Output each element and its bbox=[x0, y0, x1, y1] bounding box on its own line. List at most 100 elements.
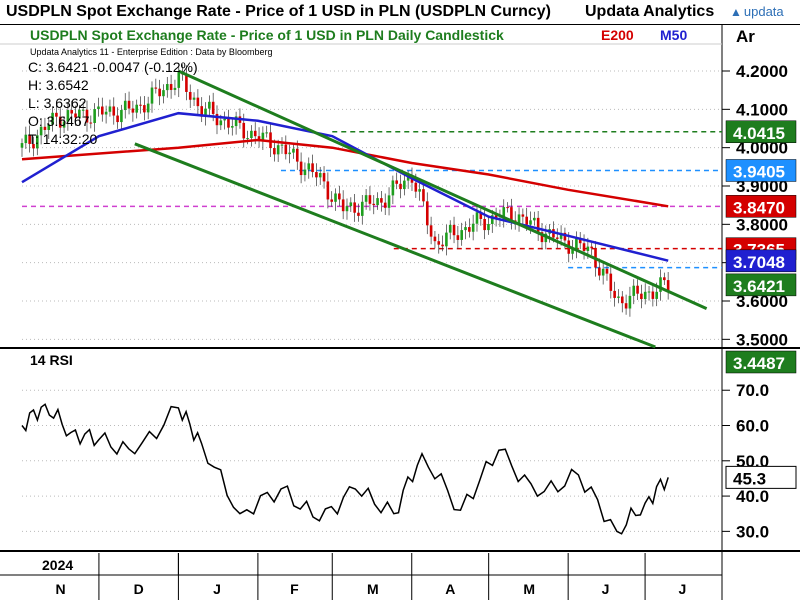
candle-body bbox=[663, 277, 666, 281]
candle-body bbox=[123, 100, 127, 111]
candle-body bbox=[85, 109, 89, 123]
candle-body bbox=[582, 243, 586, 251]
candle-body bbox=[276, 145, 280, 155]
candle-body bbox=[536, 217, 540, 233]
candle-body bbox=[154, 87, 158, 89]
candle-body bbox=[28, 134, 31, 144]
candle-body bbox=[162, 90, 165, 97]
candle-body bbox=[521, 214, 525, 217]
candle-body bbox=[158, 88, 161, 97]
candle-body bbox=[204, 108, 207, 117]
candle-body bbox=[341, 199, 345, 212]
candle-body bbox=[253, 130, 257, 137]
month-label: J bbox=[602, 581, 610, 597]
brand-name: Updata Analytics bbox=[585, 3, 715, 20]
month-label: J bbox=[679, 581, 687, 597]
candle-body bbox=[506, 207, 509, 209]
candle-body bbox=[185, 74, 188, 92]
candle-body bbox=[47, 124, 51, 130]
candle-body bbox=[97, 106, 100, 110]
candle-body bbox=[441, 244, 444, 247]
price-tag bbox=[725, 350, 797, 374]
candle-body bbox=[575, 238, 578, 250]
rsi-current-label: 45.3 bbox=[733, 469, 766, 488]
candle-body bbox=[464, 227, 467, 231]
candle-body bbox=[399, 183, 402, 190]
legend-m50: M50 bbox=[660, 27, 687, 43]
candle-body bbox=[643, 291, 647, 300]
candle-body bbox=[169, 84, 173, 90]
series-e200-line bbox=[21, 138, 669, 208]
candle-body bbox=[32, 143, 35, 149]
candle-body bbox=[143, 105, 146, 113]
month-label: F bbox=[290, 581, 299, 597]
candle-body bbox=[219, 120, 223, 126]
price-tag-label: 4.0415 bbox=[733, 124, 785, 143]
candle-body bbox=[215, 113, 219, 126]
candle-body bbox=[234, 116, 238, 127]
candle-body bbox=[127, 100, 131, 109]
candle-body bbox=[483, 218, 486, 231]
candle-body bbox=[387, 195, 391, 208]
candle-body bbox=[292, 148, 295, 153]
price-tag bbox=[725, 249, 797, 273]
candle-body bbox=[108, 106, 112, 112]
candle-body bbox=[104, 111, 108, 115]
candle-body bbox=[74, 113, 77, 118]
candle-body bbox=[425, 201, 429, 226]
candle-body bbox=[135, 104, 139, 113]
candle-body bbox=[93, 109, 96, 124]
candle-body bbox=[647, 291, 651, 293]
candle-body bbox=[315, 172, 318, 178]
price-tick-label: 3.9000 bbox=[736, 177, 788, 196]
candle-body bbox=[632, 285, 636, 296]
candle-body bbox=[173, 87, 177, 90]
candle-body bbox=[318, 173, 322, 178]
candle-body bbox=[70, 110, 74, 114]
candle-body bbox=[422, 189, 425, 202]
candle-body bbox=[265, 132, 268, 134]
candle-body bbox=[487, 223, 490, 231]
candle-body bbox=[360, 201, 364, 216]
candle-body bbox=[120, 110, 123, 123]
month-label: J bbox=[213, 581, 221, 597]
candle-body bbox=[62, 121, 66, 128]
price-tick-label: 4.0000 bbox=[736, 139, 788, 158]
candle-body bbox=[395, 180, 398, 184]
candle-body bbox=[357, 212, 360, 216]
candle-body bbox=[529, 220, 532, 225]
candle-body bbox=[208, 101, 211, 109]
chart-title: USDPLN Spot Exchange Rate - Price of 1 U… bbox=[6, 3, 551, 20]
candle-body bbox=[299, 161, 303, 176]
ohlc-readout-line: O: 3.6467 bbox=[28, 113, 90, 129]
axis-unit-label: Ar bbox=[736, 27, 755, 46]
candle-body bbox=[223, 118, 226, 121]
candle-body bbox=[66, 110, 70, 122]
candle-body bbox=[403, 180, 406, 190]
candle-body bbox=[666, 280, 670, 291]
candle-body bbox=[406, 176, 410, 181]
title-bar: USDPLN Spot Exchange Rate - Price of 1 U… bbox=[0, 0, 800, 25]
candle-body bbox=[368, 195, 372, 204]
candle-body bbox=[349, 202, 353, 207]
series-m50-line bbox=[21, 111, 669, 262]
candle-body bbox=[330, 199, 333, 202]
rsi-current-tag bbox=[725, 465, 797, 489]
candle-body bbox=[429, 225, 433, 237]
candle-body bbox=[456, 235, 460, 240]
candle-body bbox=[20, 143, 24, 148]
ohlc-readout-line: T: 14:32:20 bbox=[28, 131, 97, 147]
candle-body bbox=[177, 72, 181, 88]
candle-body bbox=[609, 273, 613, 291]
candle-body bbox=[353, 202, 356, 213]
candle-body bbox=[468, 227, 471, 232]
candle-body bbox=[192, 97, 196, 100]
candle-body bbox=[640, 293, 643, 300]
candle-body bbox=[655, 291, 658, 299]
source-note: Updata Analytics 11 - Enterprise Edition… bbox=[30, 47, 272, 57]
candle-body bbox=[571, 249, 574, 254]
rsi-label: 14 RSI bbox=[30, 352, 73, 368]
candle-body bbox=[414, 182, 418, 192]
candle-body bbox=[146, 103, 150, 113]
